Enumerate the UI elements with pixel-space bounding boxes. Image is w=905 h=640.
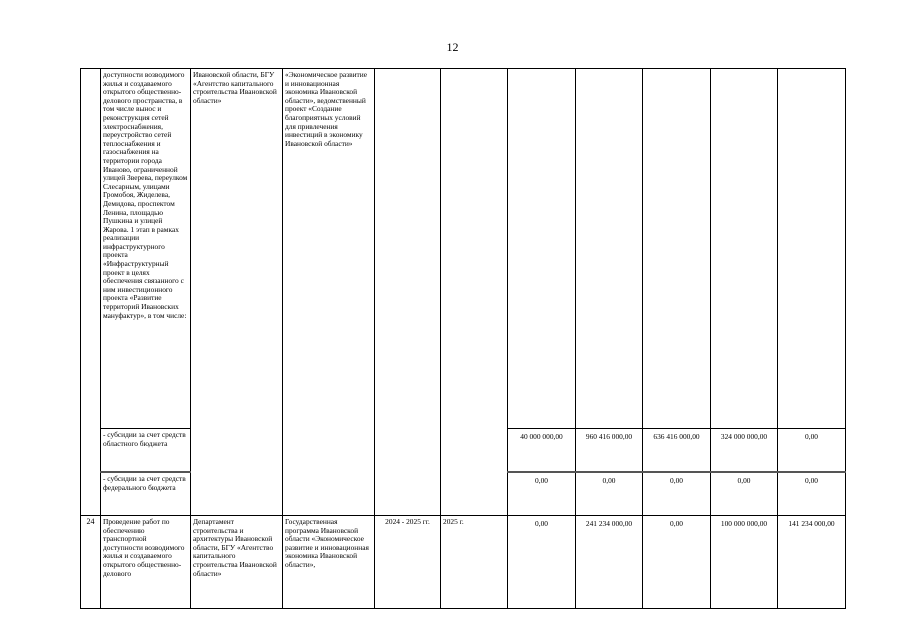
value-cell: 100 000 000,00 bbox=[710, 515, 778, 609]
row-executor: Департамент строительства и архитектуры … bbox=[190, 515, 283, 609]
row-period: 2024 - 2025 гг. bbox=[374, 515, 441, 609]
subrow-label: - субсидии за счет средств областного бю… bbox=[100, 428, 191, 473]
cell-empty bbox=[710, 68, 778, 429]
cell-empty bbox=[507, 68, 576, 429]
table-row: 24 Проведение работ по обеспечению транс… bbox=[80, 515, 846, 609]
value-cell: 40 000 000,00 bbox=[507, 428, 576, 473]
value-cell: 0,00 bbox=[507, 471, 576, 516]
value-cell: 0,00 bbox=[507, 515, 576, 609]
value-cell: 141 234 000,00 bbox=[777, 515, 846, 609]
row-number bbox=[80, 68, 101, 516]
row-description: доступности возводимого жилья и создавае… bbox=[100, 68, 191, 429]
row-period bbox=[374, 68, 441, 516]
row-program: Государственная программа Ивановской обл… bbox=[282, 515, 375, 609]
value-cell: 241 234 000,00 bbox=[575, 515, 643, 609]
value-cell: 0,00 bbox=[710, 471, 778, 516]
value-cell: 0,00 bbox=[642, 471, 711, 516]
program-table: доступности возводимого жилья и создавае… bbox=[80, 68, 846, 609]
row-executor: Ивановской области, БГУ «Агентство капит… bbox=[190, 68, 283, 516]
table-subrow: - субсидии за счет средств областного бю… bbox=[81, 428, 846, 473]
value-cell: 0,00 bbox=[777, 471, 846, 516]
value-cell: 0,00 bbox=[642, 515, 711, 609]
row-number: 24 bbox=[80, 515, 101, 609]
value-cell: 0,00 bbox=[575, 471, 643, 516]
page-number: 12 bbox=[446, 40, 459, 54]
row-year: 2025 г. bbox=[440, 515, 508, 609]
value-cell: 636 416 000,00 bbox=[642, 428, 711, 473]
value-cell: 324 000 000,00 bbox=[710, 428, 778, 473]
value-cell: 0,00 bbox=[777, 428, 846, 473]
row-year bbox=[440, 68, 508, 516]
cell-empty bbox=[575, 68, 643, 429]
cell-empty bbox=[777, 68, 846, 429]
row-description: Проведение работ по обеспечению транспор… bbox=[100, 515, 191, 609]
table-row: доступности возводимого жилья и создавае… bbox=[80, 68, 846, 516]
subrow-label: - субсидии за счет средств федерального … bbox=[100, 471, 191, 516]
row-program: «Экономическое развитие и инновационная … bbox=[282, 68, 375, 516]
cell-empty bbox=[642, 68, 711, 429]
value-cell: 960 416 000,00 bbox=[575, 428, 643, 473]
